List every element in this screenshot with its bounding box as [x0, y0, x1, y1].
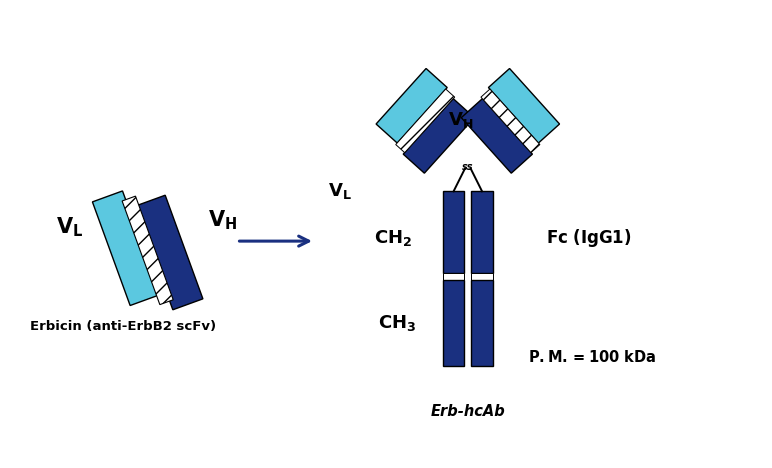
Text: $\mathbf{V_L}$: $\mathbf{V_L}$ [56, 215, 83, 239]
Polygon shape [481, 89, 540, 153]
Polygon shape [403, 99, 474, 173]
Bar [443, 273, 464, 280]
Polygon shape [396, 89, 455, 153]
Text: $\mathbf{Fc\ (IgG1)}$: $\mathbf{Fc\ (IgG1)}$ [546, 227, 631, 249]
Polygon shape [376, 68, 447, 143]
Text: ss: ss [462, 162, 473, 172]
Bar [443, 191, 464, 273]
Polygon shape [135, 195, 203, 310]
Text: $\mathbf{V_L}$: $\mathbf{V_L}$ [328, 181, 352, 201]
Text: $\mathbf{V_H}$: $\mathbf{V_H}$ [448, 110, 473, 130]
Polygon shape [462, 99, 533, 173]
Polygon shape [122, 196, 173, 305]
Text: $\mathbf{CH_2}$: $\mathbf{CH_2}$ [374, 227, 412, 248]
Text: $\mathbf{P.M.= 100\ kDa}$: $\mathbf{P.M.= 100\ kDa}$ [528, 349, 656, 365]
Polygon shape [93, 191, 161, 306]
Text: $\mathbf{CH_3}$: $\mathbf{CH_3}$ [378, 313, 416, 333]
Bar [472, 280, 493, 366]
Polygon shape [489, 68, 560, 143]
Text: Erbicin (anti-ErbB2 scFv): Erbicin (anti-ErbB2 scFv) [29, 320, 216, 333]
Bar [472, 191, 493, 273]
Bar [472, 273, 493, 280]
Text: Erb-hcAb: Erb-hcAb [431, 404, 505, 419]
Bar [443, 280, 464, 366]
Text: $\mathbf{V_H}$: $\mathbf{V_H}$ [208, 208, 237, 232]
